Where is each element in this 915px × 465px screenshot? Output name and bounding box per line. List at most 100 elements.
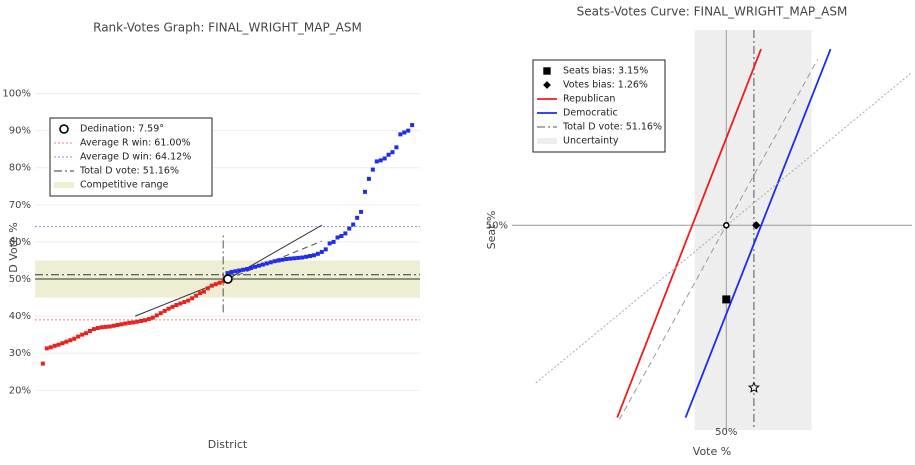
district-point (115, 323, 120, 328)
district-point (201, 289, 206, 294)
district-point (260, 262, 265, 267)
district-point (178, 301, 183, 306)
district-point (154, 313, 159, 318)
district-point (280, 257, 285, 262)
district-point (131, 320, 136, 325)
district-point (241, 267, 246, 272)
district-point (347, 226, 352, 231)
district-point (264, 261, 269, 266)
district-point (146, 317, 151, 322)
curve (684, 48, 832, 418)
y-tick-label: 50% (486, 220, 508, 231)
legend-label: Republican (563, 94, 615, 105)
district-point (119, 322, 124, 327)
district-point (107, 324, 112, 329)
uncertainty-band (694, 30, 812, 430)
district-point (300, 255, 305, 260)
district-point (339, 234, 344, 238)
plot-area (35, 93, 420, 391)
district-point (288, 256, 293, 261)
chart-scatter: Rank-Votes Graph: FINAL_WRIGHT_MAP_ASM Di… (2, 21, 420, 451)
district-point (378, 158, 383, 163)
district-point (327, 241, 332, 246)
legend: Dedination: 7.59° Average R win: 61.00% Av… (49, 117, 213, 197)
district-point (256, 263, 261, 268)
legend-label: Dedination: 7.59° (80, 124, 164, 135)
district-point (296, 255, 301, 260)
curve (618, 58, 819, 420)
marker (722, 221, 730, 229)
y-tick-label: 90% (9, 126, 31, 137)
district-point (343, 231, 348, 236)
x-axis-title: District (208, 438, 248, 451)
district-point (88, 328, 92, 333)
district-point (158, 311, 163, 316)
legend-box (532, 59, 666, 153)
district-point (91, 327, 96, 332)
district-point (284, 257, 289, 261)
chart-line: Seats-Votes Curve: FINAL_WRIGHT_MAP_ASM V… (485, 5, 912, 458)
marker (223, 274, 233, 284)
district-point (308, 254, 312, 259)
district-point (323, 247, 328, 252)
y-tick-label: 40% (9, 311, 31, 322)
y-axis-title: Seat % (485, 211, 498, 250)
x-tick-label: 50% (715, 427, 737, 438)
district-point (237, 268, 242, 273)
marker (747, 381, 760, 393)
district-point (390, 150, 395, 155)
y-tick-label: 60% (9, 237, 31, 248)
district-point (64, 339, 69, 344)
legend-symbol (543, 67, 551, 75)
district-point (249, 265, 254, 270)
district-point (225, 271, 230, 276)
y-tick-label: 80% (9, 163, 31, 174)
district-point (68, 338, 73, 343)
district-point (127, 320, 132, 325)
district-point (245, 267, 250, 272)
district-point (374, 159, 379, 164)
district-point (150, 315, 155, 320)
district-point (84, 331, 89, 336)
district-point (386, 152, 391, 157)
district-point (123, 321, 128, 326)
district-point (398, 132, 403, 137)
y-tick-label: 20% (9, 385, 31, 396)
district-point (382, 156, 387, 161)
district-point (370, 167, 375, 172)
legend-label: Average R win: 61.00% (80, 138, 191, 149)
x-axis-title: Vote % (693, 445, 731, 458)
y-tick-label: 100% (2, 89, 31, 100)
legend-label: Votes bias: 1.26% (563, 80, 648, 91)
legend-swatch (54, 182, 74, 188)
district-point (174, 303, 179, 307)
district-point (315, 251, 320, 256)
district-point (60, 341, 65, 346)
district-point (359, 209, 364, 214)
district-point (394, 145, 399, 150)
legend: Seats bias: 3.15% Votes bias: 1.26% Republ… (532, 59, 666, 153)
district-point (351, 222, 356, 227)
marker (752, 221, 761, 230)
legend-symbol (59, 124, 69, 134)
chart-title: Seats-Votes Curve: FINAL_WRIGHT_MAP_ASM (577, 5, 848, 19)
district-point (139, 318, 144, 323)
district-point (331, 239, 336, 244)
district-point (213, 282, 218, 287)
legend-symbol (543, 81, 551, 89)
legend-label: Democratic (563, 108, 618, 119)
legend-label: Seats bias: 3.15% (563, 66, 648, 77)
district-point (194, 293, 199, 298)
district-point (166, 306, 171, 311)
district-point (253, 264, 257, 269)
district-point (56, 342, 61, 347)
district-point (319, 249, 324, 254)
district-point (229, 269, 234, 274)
district-point (44, 346, 49, 351)
marker (722, 295, 731, 304)
district-point (233, 269, 238, 274)
district-point (355, 215, 360, 220)
district-point (162, 308, 167, 313)
district-point (209, 283, 214, 288)
